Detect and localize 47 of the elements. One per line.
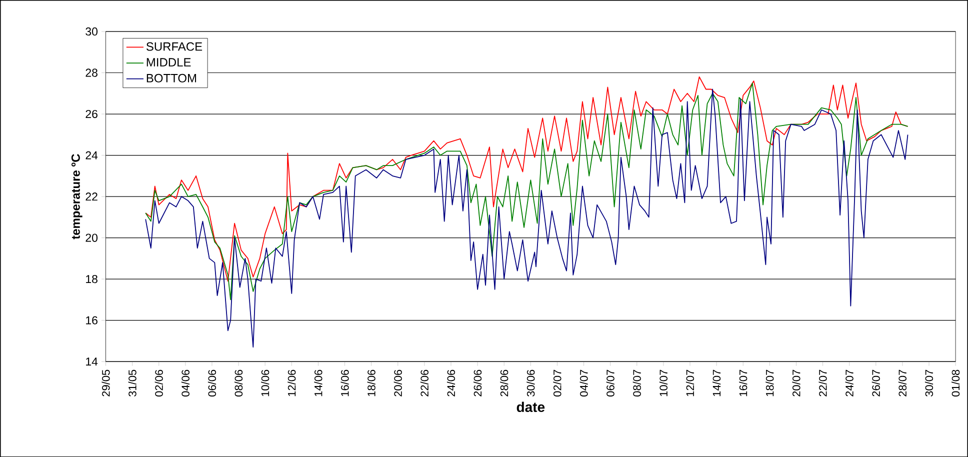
x-tick-label: 12/07 xyxy=(686,370,694,396)
y-tick-label: 28 xyxy=(86,68,98,77)
x-tick-label: 24/06 xyxy=(446,370,456,396)
y-tick-label: 30 xyxy=(86,27,98,36)
y-tick-label: 20 xyxy=(86,234,98,242)
x-tick-label: 10/07 xyxy=(659,370,668,396)
legend-label: MIDDLE xyxy=(146,58,191,66)
x-tick-label: 20/06 xyxy=(394,370,402,396)
y-tick-label: 22 xyxy=(86,192,98,200)
x-tick-label: 06/07 xyxy=(606,370,614,396)
y-tick-label: 24 xyxy=(86,151,98,160)
x-tick-label: 29/05 xyxy=(102,370,110,396)
x-tick-label: 31/05 xyxy=(128,370,136,396)
y-axis-title: temperature ºC xyxy=(71,154,82,240)
x-tick-label: 22/06 xyxy=(420,370,428,396)
x-tick-label: 04/06 xyxy=(181,370,190,396)
x-tick-label: 18/06 xyxy=(367,370,376,396)
x-tick-label: 22/07 xyxy=(818,370,827,396)
x-tick-label: 08/07 xyxy=(632,370,641,396)
y-tick-label: 26 xyxy=(86,110,98,118)
x-tick-label: 16/07 xyxy=(739,370,748,396)
x-tick-label: 12/06 xyxy=(288,370,296,396)
x-tick-label: 20/07 xyxy=(792,370,800,396)
x-tick-label: 02/06 xyxy=(154,370,163,396)
y-tick-label: 14 xyxy=(86,357,98,366)
x-tick-label: 10/06 xyxy=(261,370,270,396)
x-tick-label: 18/07 xyxy=(766,370,774,396)
x-tick-label: 14/07 xyxy=(712,370,721,396)
x-tick-label: 30/06 xyxy=(526,370,535,396)
x-tick-label: 24/07 xyxy=(845,370,854,396)
y-tick-label: 18 xyxy=(86,274,98,283)
x-tick-label: 28/06 xyxy=(500,370,508,396)
x-tick-label: 14/06 xyxy=(314,370,322,396)
x-tick-label: 04/07 xyxy=(580,370,588,396)
legend-label: BOTTOM xyxy=(146,74,196,82)
x-tick-label: 08/06 xyxy=(234,370,243,396)
x-tick-label: 26/07 xyxy=(872,370,880,396)
x-tick-label: 01/08 xyxy=(952,370,960,396)
x-tick-label: 06/06 xyxy=(208,370,216,396)
y-tick-label: 16 xyxy=(86,316,98,324)
x-tick-label: 30/07 xyxy=(924,370,934,396)
x-tick-label: 16/06 xyxy=(340,370,349,396)
x-axis-title: date xyxy=(516,402,545,412)
x-tick-label: 02/07 xyxy=(553,370,562,396)
x-tick-label: 28/07 xyxy=(898,370,906,396)
x-tick-label: 26/06 xyxy=(474,370,482,396)
legend-label: SURFACE xyxy=(146,42,202,51)
